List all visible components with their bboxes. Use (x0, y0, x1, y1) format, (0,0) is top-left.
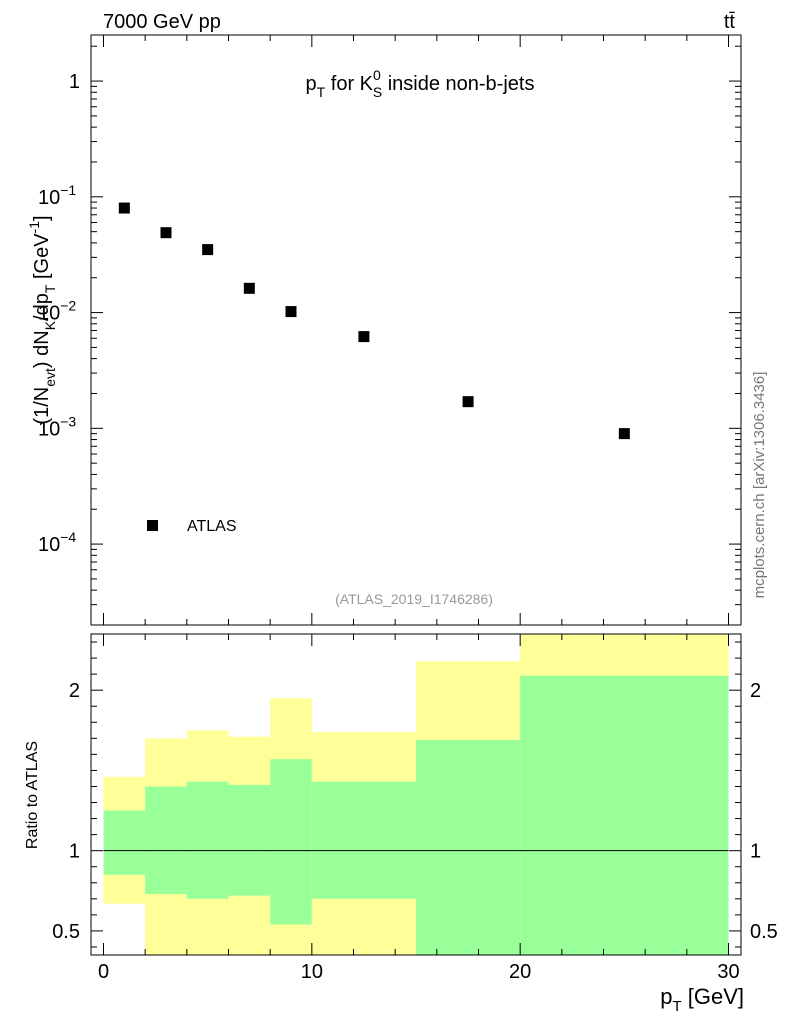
ratio-ticks (91, 634, 741, 955)
inner-uncertainty-band (186, 781, 229, 899)
data-point (358, 331, 370, 343)
main-title: pT for K0 S inside non-b-jets (306, 67, 535, 100)
main-y-axis-title: (1/Nevt) dNK/dpT [GeV-1] (26, 215, 58, 424)
watermark: mcplots.cern.ch [arXiv:1306.3436] (751, 372, 768, 599)
inner-uncertainty-band (145, 786, 187, 895)
energy-label: 7000 GeV pp (103, 11, 221, 33)
ratio-frame (90, 633, 742, 956)
process-label: tt̄ (724, 11, 736, 33)
ratio-y-tick-label-right: 2 (750, 680, 761, 702)
data-point (285, 306, 297, 318)
inner-uncertainty-band (270, 759, 312, 925)
data-point (618, 428, 630, 440)
x-axis-title: pT [GeV] (660, 984, 744, 1015)
analysis-id: (ATLAS_2019_I1746286) (335, 591, 493, 607)
x-tick-label: 20 (509, 961, 531, 983)
inner-uncertainty-band (416, 739, 521, 955)
legend-label: ATLAS (187, 518, 237, 535)
x-tick-label: 10 (301, 961, 323, 983)
ratio-bands (103, 634, 729, 955)
ratio-panel: 0.5 0.51 12 20 10 20 30 (52, 633, 778, 983)
main-frame (90, 34, 742, 626)
data-points (118, 202, 630, 440)
ratio-y-tick-label: 0.5 (52, 921, 80, 943)
main-y-tick-label: 10−1 (38, 182, 76, 209)
data-point (202, 244, 214, 256)
ratio-y-tick-label-right: 1 (750, 841, 761, 863)
inner-uncertainty-band (228, 784, 271, 896)
main-y-ticks (91, 35, 741, 626)
x-tick-label: 0 (98, 961, 109, 983)
data-point (243, 282, 255, 294)
main-y-tick-label: 10−3 (38, 413, 76, 440)
main-y-tick-label: 10−2 (38, 298, 76, 325)
main-panel: pT for K0 S inside non-b-jets 1 10−1 10−2 10… (38, 34, 742, 626)
ratio-y-tick-label: 2 (69, 680, 80, 702)
data-point (118, 202, 130, 214)
inner-uncertainty-band (520, 675, 729, 955)
inner-uncertainty-band (103, 810, 146, 875)
ratio-tick-labels: 0.5 0.51 12 20 10 20 30 (52, 680, 778, 983)
legend-marker (147, 520, 158, 531)
inner-uncertainty-band (311, 781, 416, 899)
main-y-tick-label: 1 (69, 71, 80, 93)
ratio-y-tick-label: 1 (69, 841, 80, 863)
data-point (462, 396, 474, 408)
main-y-tick-label: 10−4 (38, 529, 76, 556)
x-tick-label: 30 (717, 961, 739, 983)
main-y-tick-labels: 1 10−1 10−2 10−3 10−4 (38, 71, 80, 556)
ratio-y-tick-label-right: 0.5 (750, 921, 778, 943)
ratio-y-axis-title: Ratio to ATLAS (24, 741, 41, 849)
data-point (160, 227, 172, 239)
